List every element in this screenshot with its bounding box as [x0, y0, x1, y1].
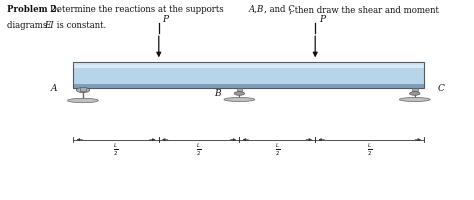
Bar [237, 88, 242, 92]
Text: B: B [214, 89, 220, 97]
Ellipse shape [76, 88, 90, 93]
Bar [73, 84, 424, 89]
Bar [412, 88, 418, 92]
Bar [73, 63, 424, 68]
Bar [80, 88, 86, 92]
Text: diagrams.: diagrams. [7, 21, 53, 30]
Text: C: C [438, 84, 445, 92]
Text: P: P [319, 15, 325, 24]
Bar [73, 63, 424, 89]
Ellipse shape [410, 92, 420, 96]
Text: EI: EI [44, 21, 54, 30]
Ellipse shape [399, 98, 430, 102]
Ellipse shape [234, 92, 245, 96]
Text: Determine the reactions at the supports: Determine the reactions at the supports [50, 5, 226, 14]
Text: is constant.: is constant. [54, 21, 106, 30]
Text: A: A [50, 84, 57, 92]
Text: $\frac{L}{2}$: $\frac{L}{2}$ [274, 141, 280, 157]
Text: A,B: A,B [249, 5, 264, 14]
Text: Problem 2.: Problem 2. [7, 5, 60, 14]
Ellipse shape [224, 98, 255, 102]
Text: ; then draw the shear and moment: ; then draw the shear and moment [289, 5, 439, 14]
Text: $\frac{L}{2}$: $\frac{L}{2}$ [367, 141, 373, 157]
Bar [73, 68, 424, 84]
Text: $\frac{L}{2}$: $\frac{L}{2}$ [196, 141, 202, 157]
Text: P: P [163, 15, 169, 24]
Text: $\frac{L}{2}$: $\frac{L}{2}$ [113, 141, 119, 157]
Text: , and C: , and C [264, 5, 295, 14]
Ellipse shape [67, 99, 99, 103]
